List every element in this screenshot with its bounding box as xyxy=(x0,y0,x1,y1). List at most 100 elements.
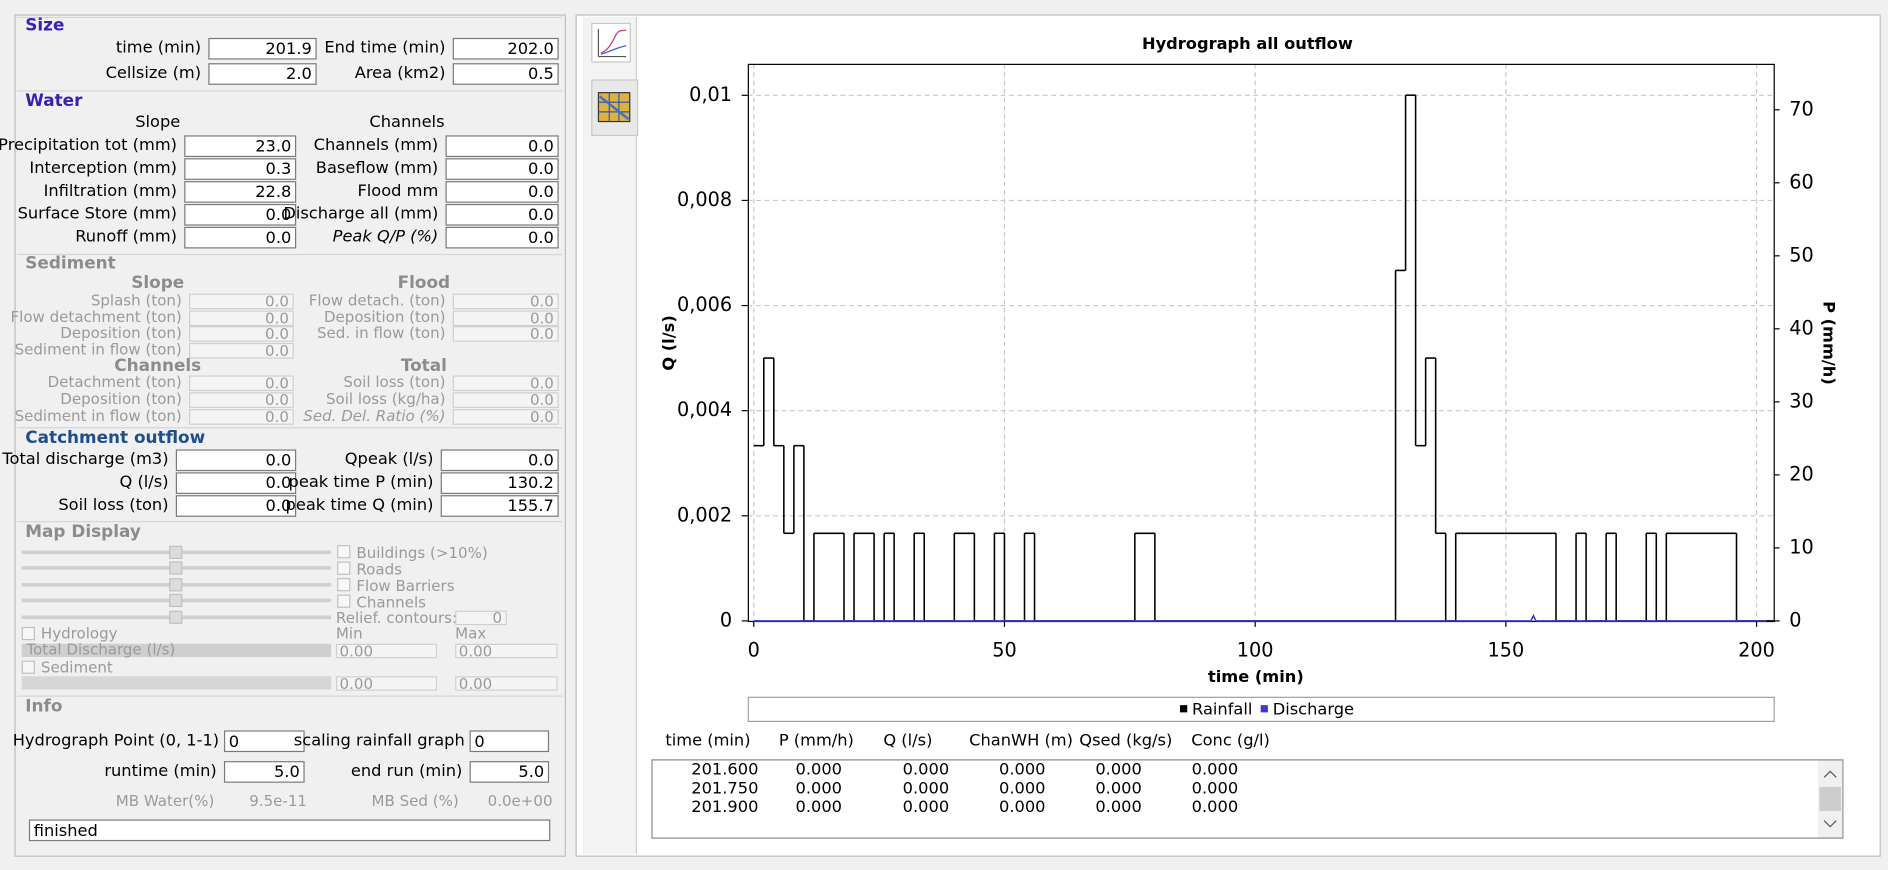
column-header: Channels xyxy=(114,355,201,375)
input-box[interactable] xyxy=(452,392,559,408)
checkbox[interactable] xyxy=(337,578,351,592)
input-value: 0.0 xyxy=(265,374,289,392)
input-value: 0.0 xyxy=(530,391,554,409)
input-value: 5.0 xyxy=(274,762,300,781)
scroll-down[interactable] xyxy=(1823,820,1837,828)
spin-box[interactable] xyxy=(469,730,550,753)
slider-handle[interactable] xyxy=(169,578,183,592)
input-box[interactable] xyxy=(445,226,559,249)
label: End time (min) xyxy=(324,38,445,57)
input-box[interactable] xyxy=(184,135,297,158)
table-cell: 0.000 xyxy=(1192,778,1238,797)
input-box[interactable] xyxy=(189,375,294,392)
column-header: Slope xyxy=(135,112,180,131)
icon xyxy=(597,28,627,58)
input-value: 0 xyxy=(493,609,503,627)
input-box[interactable] xyxy=(452,375,559,392)
label: Soil loss (ton) xyxy=(58,495,168,514)
checkbox[interactable] xyxy=(21,626,35,641)
y-axis-title: Q (l/s) xyxy=(659,315,678,370)
input-box[interactable] xyxy=(445,158,559,180)
input-box[interactable] xyxy=(452,37,559,60)
slider-handle[interactable] xyxy=(169,561,183,575)
input-box[interactable] xyxy=(208,63,317,85)
table-cell: 0.000 xyxy=(1095,797,1141,816)
checkbox[interactable] xyxy=(337,561,351,575)
checkbox[interactable] xyxy=(21,660,35,674)
combo-text: Total Discharge (l/s) xyxy=(25,640,175,658)
map-tab[interactable] xyxy=(591,79,639,136)
status-text: finished xyxy=(34,821,98,840)
input-box[interactable] xyxy=(184,181,297,203)
graph-tab[interactable] xyxy=(591,22,631,63)
scroll-up[interactable] xyxy=(1823,770,1837,778)
scroll-thumb[interactable] xyxy=(1819,786,1842,812)
input-box[interactable] xyxy=(184,203,297,226)
input-box[interactable] xyxy=(445,181,559,203)
column-header: Flood xyxy=(398,272,451,292)
combo-box[interactable] xyxy=(21,643,332,658)
input-box[interactable] xyxy=(223,761,305,783)
legend-marker xyxy=(1180,705,1188,713)
input-box[interactable] xyxy=(452,326,559,342)
label: Sed. in flow (ton) xyxy=(317,324,445,342)
discharge-line xyxy=(753,613,1767,622)
checkbox[interactable] xyxy=(337,594,351,608)
input-box[interactable] xyxy=(452,310,559,327)
column-header: Total xyxy=(401,355,447,375)
legend-label: Rainfall xyxy=(1192,699,1252,718)
slider-handle[interactable] xyxy=(169,593,183,608)
input-box[interactable] xyxy=(175,449,297,472)
table-cell: 0.000 xyxy=(1095,778,1141,797)
label: Total discharge (m3) xyxy=(1,449,168,468)
input-value: 5.0 xyxy=(518,762,544,781)
input-box[interactable] xyxy=(452,409,559,425)
input-box[interactable] xyxy=(445,135,559,158)
spin-box[interactable] xyxy=(455,610,507,626)
input-box[interactable] xyxy=(184,226,297,249)
checkbox[interactable] xyxy=(337,545,351,559)
table-cell: 0.000 xyxy=(999,797,1045,816)
slider-handle[interactable] xyxy=(169,610,183,624)
label: Baseflow (mm) xyxy=(316,158,438,177)
input-box[interactable] xyxy=(175,472,297,494)
spin-box[interactable] xyxy=(455,676,558,691)
spin-box[interactable] xyxy=(455,643,558,659)
input-value: 0.0 xyxy=(530,293,554,311)
input-box[interactable] xyxy=(452,63,559,85)
input-box[interactable] xyxy=(445,203,559,226)
combo-box[interactable] xyxy=(21,676,332,690)
input-value: 0.0 xyxy=(265,391,289,409)
value: 9.5e-11 xyxy=(249,792,307,810)
label: Deposition (ton) xyxy=(324,308,446,326)
checkbox-label: Roads xyxy=(356,561,402,579)
label: scaling rainfall graph xyxy=(294,731,465,750)
input-box[interactable] xyxy=(469,761,550,783)
label: Q (l/s) xyxy=(120,472,169,491)
input-box[interactable] xyxy=(452,293,559,310)
label: end run (min) xyxy=(351,761,462,780)
slider-handle[interactable] xyxy=(169,545,183,559)
table-header: time (min) xyxy=(665,731,750,750)
input-value: 0.0 xyxy=(528,159,554,178)
spin-box[interactable] xyxy=(335,643,438,659)
input-box[interactable] xyxy=(189,326,294,342)
table-cell: 201.900 xyxy=(691,797,758,816)
spin-box[interactable] xyxy=(335,676,438,691)
input-box[interactable] xyxy=(440,472,559,494)
icon xyxy=(600,29,627,54)
input-box[interactable] xyxy=(189,392,294,408)
input-box[interactable] xyxy=(184,158,297,180)
input-box[interactable] xyxy=(189,342,294,359)
table-header: Conc (g/l) xyxy=(1191,731,1270,750)
input-box[interactable] xyxy=(440,495,559,517)
input-box[interactable] xyxy=(208,37,317,60)
label: Splash (ton) xyxy=(91,291,182,309)
label: Sediment in flow (ton) xyxy=(15,341,182,359)
input-box[interactable] xyxy=(189,310,294,327)
input-box[interactable] xyxy=(440,449,559,472)
input-box[interactable] xyxy=(175,495,297,517)
spin-box[interactable] xyxy=(223,730,305,753)
input-box[interactable] xyxy=(189,409,294,425)
input-box[interactable] xyxy=(189,293,294,310)
